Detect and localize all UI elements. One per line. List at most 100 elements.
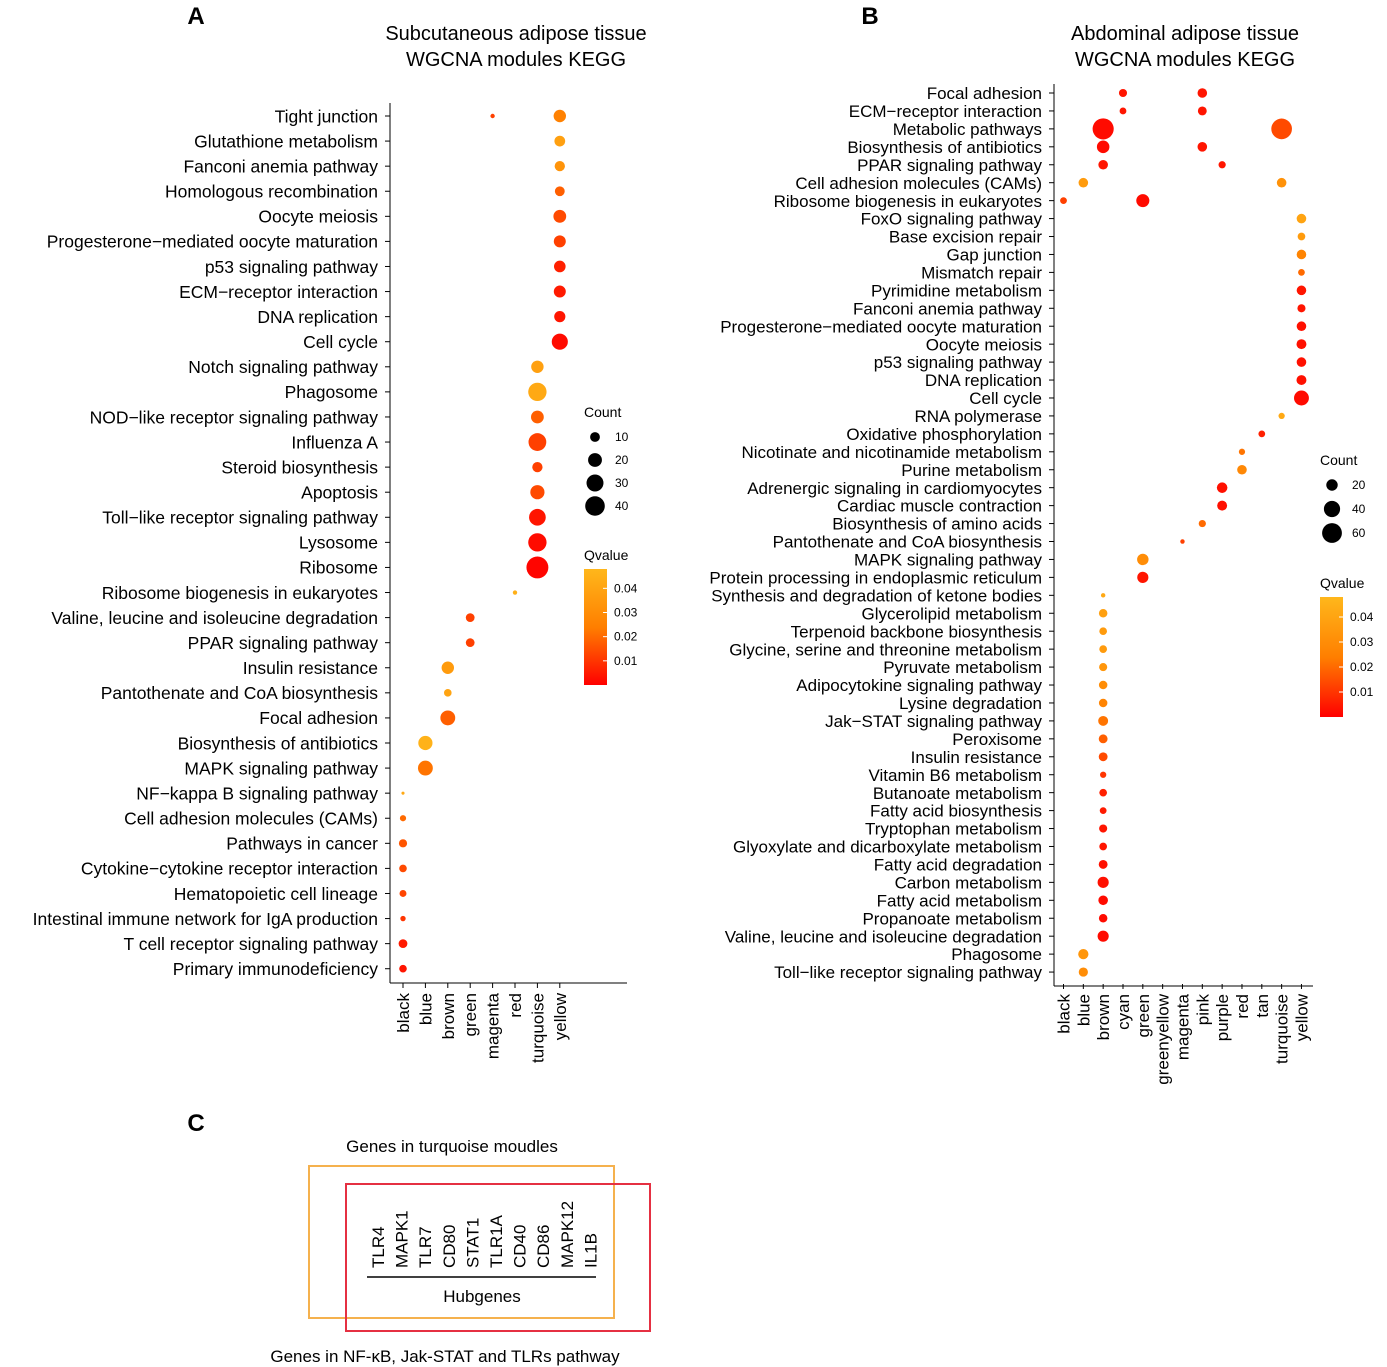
y-tick-label: Steroid biosynthesis [221,457,378,477]
y-tick-label: Apoptosis [301,483,378,503]
x-tick-label-black: black [394,993,413,1033]
point-blue-cell-adhesion-molecules-cams [1078,177,1089,188]
hub-gene-mapk1: MAPK1 [393,1210,412,1268]
size-legend-dot [585,496,605,516]
point-brown-glycine-serine-and-threonine-metabolism [1099,645,1108,653]
size-legend-label: 30 [615,476,629,490]
panel-b-title-line-1: Abdominal adipose tissue [1071,23,1299,45]
point-yellow-gap-junction [1296,249,1307,260]
point-pink-biosynthesis-of-amino-acids [1198,519,1206,528]
point-turquoise-lysosome [528,533,547,552]
y-tick-label: Focal adhesion [927,84,1042,103]
y-tick-label: Influenza A [291,432,378,452]
panel-a: A Subcutaneous adipose tissue WGCNA modu… [33,3,647,1063]
point-turquoise-influenza-a [528,433,547,451]
panel-b-color-legend-title: Qvalue [1320,575,1365,591]
point-red-ribosome-biogenesis-in-eukaryotes [512,590,518,595]
y-tick-label: T cell receptor signaling pathway [123,934,378,954]
y-tick-label: Jak−STAT signaling pathway [825,712,1042,731]
color-legend-label: 0.02 [1350,660,1374,674]
y-tick-label: Hematopoietic cell lineage [174,884,378,904]
point-blue-mapk-signaling-pathway [417,760,433,776]
point-brown-synthesis-and-degradation-of-ketone-bodies [1100,593,1106,598]
y-tick-label: Biosynthesis of amino acids [832,515,1042,534]
point-brown-carbon-metabolism [1097,876,1109,888]
point-yellow-mismatch-repair [1298,269,1305,276]
panel-a-y-tick-labels: Tight junction Glutathione metabolism Fanc… [33,106,390,979]
point-black-primary-immunodeficiency [399,964,407,973]
y-tick-label: Gap junction [947,246,1042,265]
point-brown-peroxisome [1098,734,1108,744]
y-tick-label: Vitamin B6 metabolism [868,766,1042,785]
point-cyan-ecm-receptor-interaction [1119,107,1127,115]
panel-a-color-legend-title: Qvalue [584,547,629,563]
hub-gene-il1b: IL1B [581,1233,600,1268]
size-legend-label: 20 [1352,478,1366,492]
point-blue-phagosome [1078,949,1089,960]
x-tick-label-green: green [1134,994,1153,1037]
point-yellow-tight-junction [553,109,566,123]
color-legend-label: 0.03 [1350,635,1374,649]
y-tick-label: Metabolic pathways [893,120,1042,139]
y-tick-label: MAPK signaling pathway [184,758,378,778]
point-brown-insulin-resistance [1098,752,1108,762]
point-pink-focal-adhesion [1197,88,1208,98]
point-yellow-ecm-receptor-interaction [553,285,566,298]
y-tick-label: Cell adhesion molecules (CAMs) [124,809,378,829]
y-tick-label: Glutathione metabolism [194,131,378,151]
hub-gene-list: TLR4 MAPK1 TLR7 CD80 STAT1 TLR1A CD40 CD86 MAPK1… [369,1201,600,1268]
point-blue-biosynthesis-of-antibiotics [418,735,433,751]
y-tick-label: Valine, leucine and isoleucine degradati… [51,608,378,628]
point-brown-butanoate-metabolism [1099,788,1108,797]
y-tick-label: Fatty acid biosynthesis [870,802,1042,821]
point-brown-focal-adhesion [440,710,456,726]
x-tick-label-purple: purple [1213,994,1232,1041]
color-legend-label: 0.03 [614,606,638,620]
size-legend-dot [1326,479,1338,491]
y-tick-label: Pyrimidine metabolism [871,281,1042,300]
hub-gene-tlr4: TLR4 [369,1226,388,1268]
y-tick-label: NF−kappa B signaling pathway [136,783,378,803]
hub-gene-stat1: STAT1 [463,1218,482,1268]
y-tick-label: NOD−like receptor signaling pathway [90,407,379,427]
color-legend-label: 0.04 [614,581,638,595]
y-tick-label: Synthesis and degradation of ketone bodi… [711,586,1042,605]
point-purple-cardiac-muscle-contraction [1217,500,1228,511]
point-yellow-glutathione-metabolism [554,135,566,147]
point-yellow-progesterone-mediated-oocyte-maturation [553,235,566,248]
point-purple-adrenergic-signaling-in-cardiomyocytes [1216,482,1228,493]
y-tick-label: Protein processing in endoplasmic reticu… [709,569,1042,588]
point-brown-propanoate-metabolism [1098,913,1108,923]
hub-gene-cd40: CD40 [511,1225,530,1268]
point-tan-oxidative-phosphorylation [1258,430,1266,438]
y-tick-label: Focal adhesion [259,708,378,728]
color-legend-label: 0.04 [1350,610,1374,624]
point-turquoise-phagosome [528,382,547,402]
y-tick-label: Adipocytokine signaling pathway [796,676,1042,695]
hub-gene-tlr7: TLR7 [416,1226,435,1268]
y-tick-label: DNA replication [925,371,1042,390]
point-yellow-p53-signaling-pathway [554,260,566,273]
point-brown-terpenoid-backbone-biosynthesis [1099,627,1108,636]
x-tick-label-green: green [461,993,480,1036]
x-tick-label-turquoise: turquoise [1273,994,1292,1064]
y-tick-label: Tight junction [275,106,378,126]
point-yellow-oocyte-meiosis [553,209,567,223]
size-legend-label: 10 [615,430,629,444]
point-brown-fatty-acid-metabolism [1098,895,1108,906]
point-brown-fatty-acid-biosynthesis [1099,807,1107,814]
point-turquoise-cell-adhesion-molecules-cams [1276,177,1287,188]
x-tick-label-turquoise: turquoise [528,993,547,1063]
y-tick-label: Cell cycle [303,332,378,352]
point-black-ribosome-biogenesis-in-eukaryotes [1060,197,1067,205]
x-tick-label-yellow: yellow [551,992,570,1040]
panel-b-color-bar [1320,597,1343,717]
point-pink-ecm-receptor-interaction [1197,106,1207,116]
y-tick-label: Ribosome [299,558,378,578]
color-legend-label: 0.01 [614,654,638,668]
panel-a-title-line-1: Subcutaneous adipose tissue [385,23,646,45]
hubgenes-label: Hubgenes [443,1287,521,1306]
y-tick-label: Cytokine−cytokine receptor interaction [81,859,378,879]
y-tick-label: Lysine degradation [899,694,1042,713]
